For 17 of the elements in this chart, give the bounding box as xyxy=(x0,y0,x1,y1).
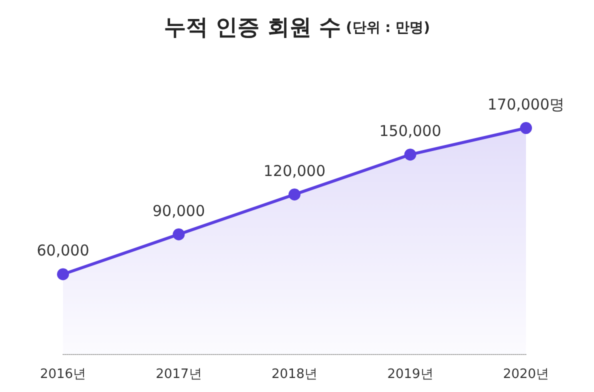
point xyxy=(520,122,532,134)
point xyxy=(57,268,69,280)
x-tick-label: 2020년 xyxy=(502,367,550,382)
data-label: 150,000 xyxy=(379,122,442,140)
x-tick-label: 2016년 xyxy=(40,367,86,382)
data-label: 90,000 xyxy=(152,202,205,220)
chart-title: 누적 인증 회원 수 xyxy=(164,16,341,40)
chart-subtitle: (단위 : 만명) xyxy=(346,20,430,36)
x-tick-label: 2018년 xyxy=(271,367,318,382)
point xyxy=(172,228,185,240)
point xyxy=(404,148,416,161)
x-tick-label: 2017년 xyxy=(156,367,202,382)
x-tick-label: 2019년 xyxy=(387,367,434,382)
point xyxy=(288,188,300,200)
data-label: 60,000 xyxy=(36,242,90,260)
data-label: 170,000명 xyxy=(487,96,565,114)
data-label: 120,000 xyxy=(263,162,326,180)
